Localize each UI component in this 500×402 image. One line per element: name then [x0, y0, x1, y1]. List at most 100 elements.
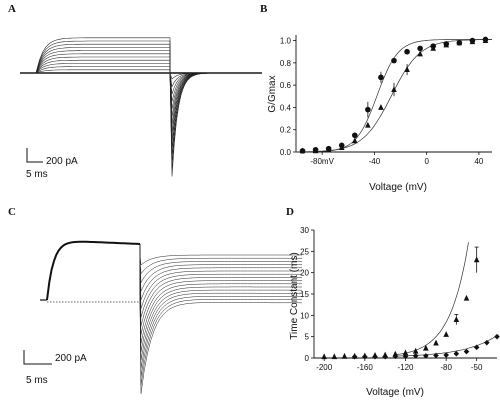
panel-b-chart: 0.0 0.2 0.4 0.6 0.8 1.0 -80mV -40 0 40 Voltage (m…	[267, 35, 492, 193]
panel-d-point-diamond	[392, 353, 399, 360]
panel-d-xtick-label: -120	[397, 363, 414, 372]
panel-b-point-circle	[404, 48, 410, 55]
panel-c-pulse-trace	[46, 240, 141, 301]
panel-d-ytick-label: 25	[300, 247, 309, 256]
panel-b-point-circle	[417, 45, 423, 52]
panel-d-point-triangle	[412, 347, 419, 354]
panel-b-xtick-label: -80mV	[310, 157, 334, 166]
panel-a-trace	[20, 63, 262, 117]
panel-b-xtick-label: 0	[424, 157, 429, 166]
panel-b-ytick-label: 0.8	[280, 59, 292, 68]
panel-a-trace	[20, 56, 262, 132]
panel-c-scalebar: 200 pA 5 ms	[23, 350, 87, 386]
panel-b-point-triangle	[352, 137, 358, 144]
panel-a-traces	[20, 37, 262, 177]
panel-d-xlabel: Voltage (mV)	[366, 387, 424, 398]
panel-d-point-diamond	[494, 333, 500, 340]
panel-label-b: B	[260, 3, 268, 15]
panel-d-point-diamond	[382, 353, 388, 360]
panel-b-point-triangle	[469, 38, 476, 45]
panel-label-a: A	[8, 3, 16, 15]
panel-d-point-diamond	[412, 353, 419, 359]
panel-b-ytick-label: 0.6	[280, 81, 292, 90]
panel-b-ytick-label: 0.4	[280, 103, 292, 112]
panel-d-ylabel: Time Constant (ms)	[289, 252, 300, 339]
panel-c-scale-time: 5 ms	[26, 375, 48, 386]
panel-d-ytick-label: 5	[305, 333, 310, 342]
panel-d-point-triangle	[331, 353, 338, 360]
panel-d-ytick-label: 15	[300, 290, 309, 299]
panel-d-point-diamond	[351, 353, 358, 360]
panel-c-trace	[139, 244, 302, 369]
panel-d-point-diamond	[453, 350, 460, 357]
panel-label-c: C	[8, 206, 16, 218]
panel-d-xtick-label: -50	[471, 363, 483, 372]
panel-d-xtick-label: -160	[357, 363, 374, 372]
panel-c-traces	[40, 240, 303, 394]
panel-b-xlabel: Voltage (mV)	[369, 182, 427, 193]
panel-b-ytick-label: 0.0	[280, 148, 292, 157]
panel-b-xtick-label: -40	[369, 157, 381, 166]
panel-b-xtick-label: 40	[474, 157, 483, 166]
panel-d-point-triangle	[341, 352, 348, 359]
panel-c-trace	[139, 244, 302, 275]
panel-b-point-triangle	[325, 146, 332, 153]
panel-d-point-diamond	[423, 353, 429, 359]
panel-d-ytick-label: 0	[305, 354, 310, 363]
panel-b-point-triangle	[430, 44, 436, 51]
panel-b-ytick-label: 1.0	[280, 37, 292, 46]
panel-b-series	[295, 36, 492, 154]
panel-a-trace	[20, 37, 262, 177]
panel-b-point-triangle	[443, 41, 450, 48]
panel-a-trace	[20, 43, 262, 162]
panel-c-scale-current: 200 pA	[55, 353, 87, 364]
panel-d-xtick-label: -200	[316, 363, 333, 372]
panel-b-point-triangle	[365, 121, 371, 128]
panel-c-trace	[139, 244, 302, 300]
panel-a-scalebar: 200 pA 5 ms	[26, 148, 78, 180]
panel-b-point-triangle	[482, 37, 489, 43]
panel-d-point-diamond	[463, 348, 470, 355]
panel-a-trace	[20, 72, 262, 88]
panel-b-point-triangle	[378, 104, 384, 110]
panel-c-trace	[139, 244, 302, 284]
panel-a-scale-current: 200 pA	[46, 156, 78, 167]
panel-d-point-triangle	[402, 349, 409, 356]
panel-c-trace	[139, 244, 302, 292]
panel-b-point-triangle	[456, 39, 463, 46]
panel-b-point-triangle	[299, 147, 306, 154]
panel-b-point-circle	[352, 132, 358, 139]
panel-d-point-diamond	[362, 353, 368, 360]
panel-c-trace	[139, 244, 302, 309]
panel-c-trace	[139, 244, 302, 326]
panel-a-trace	[20, 72, 262, 95]
panel-c-trace	[139, 244, 302, 335]
panel-c-trace	[139, 244, 302, 386]
panel-d-point-triangle	[321, 353, 327, 360]
panel-a-scale-time: 5 ms	[26, 169, 48, 180]
panel-c-trace	[139, 244, 302, 344]
panel-d-point-triangle	[423, 344, 429, 351]
panel-c-trace	[139, 244, 302, 318]
panel-d-point-triangle	[463, 294, 470, 301]
panel-d-chart: 0 5 10 15 20 25 30 -200 -160 -120 -80 -50 Voltage (…	[289, 226, 500, 398]
panel-d-point-triangle	[443, 331, 449, 337]
panel-label-d: D	[286, 206, 294, 218]
panel-b-point-triangle	[338, 144, 345, 150]
panel-d-ytick-label: 10	[300, 311, 309, 320]
panel-d-point-diamond	[443, 352, 449, 358]
panel-a-trace	[20, 50, 262, 147]
panel-d-fit-curve	[395, 242, 469, 356]
panel-c-trace	[139, 244, 302, 352]
panel-c-trace	[139, 244, 302, 266]
panel-d-ytick-label: 20	[300, 269, 309, 278]
panel-b-axes: 0.0 0.2 0.4 0.6 0.8 1.0 -80mV -40 0 40	[280, 35, 492, 166]
panel-b-ytick-label: 0.2	[280, 126, 292, 135]
panel-d-point-diamond	[433, 352, 439, 359]
panel-c-trace	[139, 244, 303, 361]
panel-c-trace	[139, 244, 303, 394]
panel-d-series	[321, 242, 500, 360]
panel-d-point-diamond	[372, 353, 378, 360]
panel-b-ylabel: G/Gmax	[267, 75, 278, 112]
